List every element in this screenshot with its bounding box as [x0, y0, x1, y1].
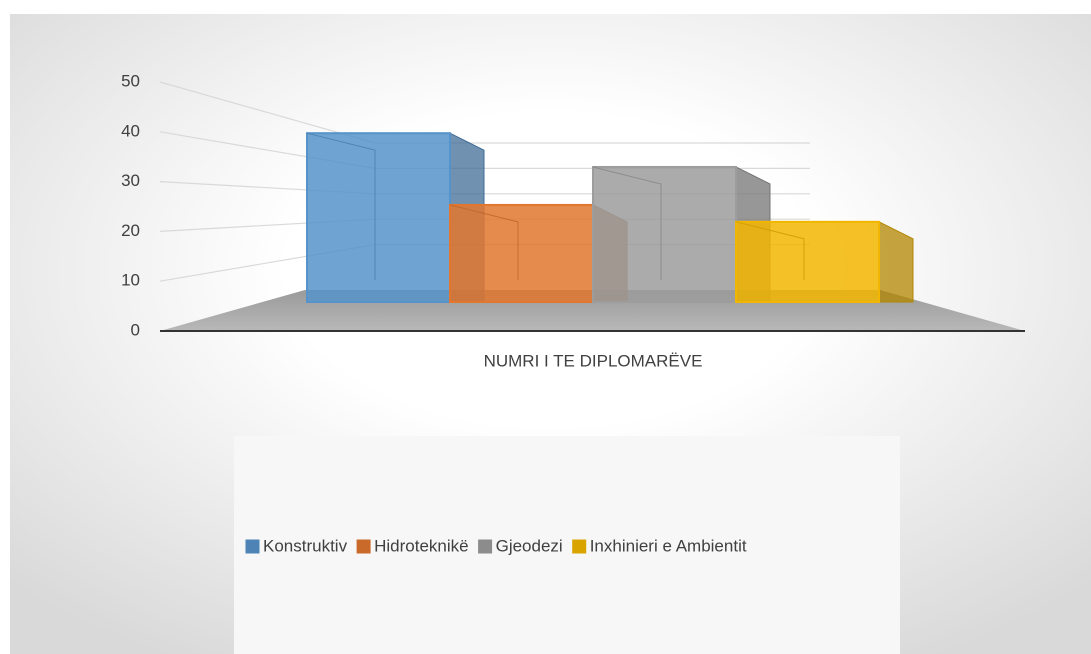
y-tick-label: 10	[121, 271, 140, 290]
legend-swatch	[478, 539, 493, 554]
legend-swatch	[356, 539, 371, 554]
legend-label: Gjeodezi	[496, 536, 563, 555]
legend-label: Konstruktiv	[263, 536, 348, 555]
bar	[735, 220, 880, 304]
bar-inner-edge	[735, 221, 805, 280]
y-tick-label: 20	[121, 221, 140, 240]
bar	[592, 165, 737, 303]
legend-swatch	[572, 539, 587, 554]
y-tick-label: 50	[121, 71, 140, 90]
x-tick-label: NUMRI I TE DIPLOMARËVE	[484, 351, 703, 370]
y-tick-label: 40	[121, 121, 140, 140]
y-tick-label: 30	[121, 171, 140, 190]
legend-label: Inxhinieri e Ambientit	[590, 536, 747, 555]
bar	[449, 203, 594, 303]
bar-inner-edge	[592, 166, 662, 280]
legend-swatch	[245, 539, 260, 554]
legend-label: Hidroteknikë	[374, 536, 469, 555]
y-tick-label: 0	[131, 320, 140, 339]
bar-inner-edge	[306, 132, 376, 280]
bar-inner-edge	[449, 204, 519, 280]
bar	[306, 132, 451, 303]
legend-background	[234, 436, 900, 654]
